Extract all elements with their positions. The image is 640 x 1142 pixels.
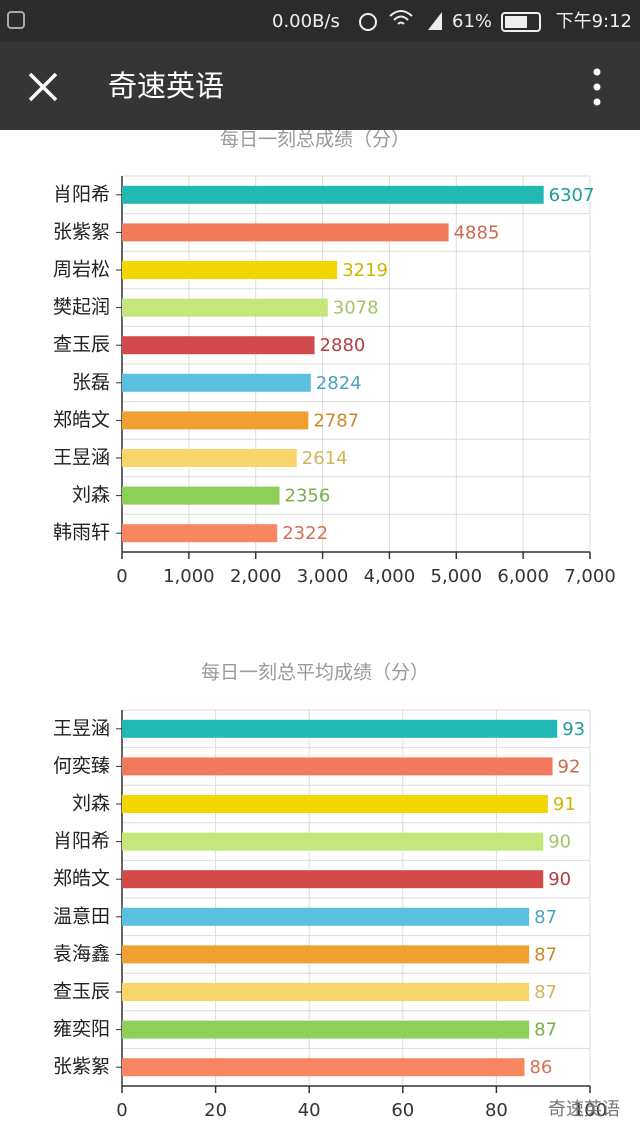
y-tick-label: 郑皓文 (53, 409, 110, 431)
bar (122, 336, 315, 355)
bar (122, 757, 553, 776)
value-label: 87 (534, 982, 557, 1003)
value-label: 86 (529, 1057, 552, 1078)
bar (122, 411, 309, 430)
y-tick-label: 肖阳希 (53, 830, 110, 852)
y-tick-label: 郑皓文 (53, 868, 110, 890)
chart-title: 每日一刻总成绩（分） (220, 129, 410, 151)
close-button[interactable] (28, 72, 58, 102)
x-tick-label: 1,000 (163, 566, 215, 587)
x-tick-label: 100 (573, 1100, 607, 1121)
signal-icon (428, 12, 442, 30)
battery-icon (501, 12, 541, 32)
bar (122, 832, 544, 851)
bar (122, 486, 280, 505)
value-label: 90 (548, 869, 571, 890)
x-tick-label: 20 (204, 1100, 227, 1121)
x-tick-label: 40 (298, 1100, 321, 1121)
bar (122, 261, 338, 279)
value-label: 2880 (320, 335, 366, 356)
bar (122, 524, 278, 543)
bar (122, 373, 311, 392)
y-tick-label: 查玉辰 (53, 334, 110, 356)
y-tick-label: 刘森 (72, 793, 110, 815)
x-tick-label: 60 (391, 1100, 414, 1121)
y-tick-label: 张紫絮 (53, 1056, 110, 1078)
bar (122, 907, 530, 926)
y-tick-label: 周岩松 (53, 259, 110, 281)
bar (122, 719, 558, 738)
y-tick-label: 袁海鑫 (53, 943, 110, 965)
value-label: 87 (534, 1020, 557, 1041)
x-tick-label: 5,000 (431, 566, 483, 587)
bar (122, 223, 449, 242)
notification-icon (7, 11, 25, 29)
alarm-icon (359, 13, 377, 31)
x-tick-label: 3,000 (297, 566, 349, 587)
x-tick-label: 4,000 (364, 566, 416, 587)
bar (122, 1058, 525, 1077)
battery-percent: 61% (452, 11, 492, 32)
value-label: 92 (558, 756, 581, 777)
bar (122, 870, 544, 889)
x-tick-label: 0 (116, 566, 127, 587)
y-tick-label: 查玉辰 (53, 981, 110, 1003)
app-bar (0, 42, 640, 130)
bar (122, 1020, 530, 1039)
value-label: 6307 (549, 185, 595, 206)
y-tick-label: 王昱涵 (53, 717, 110, 739)
x-tick-label: 2,000 (230, 566, 282, 587)
y-tick-label: 张磊 (72, 371, 110, 393)
x-tick-label: 7,000 (564, 566, 616, 587)
bar (122, 298, 328, 317)
watermark: 奇速英语 (548, 1099, 620, 1120)
bar (122, 185, 544, 204)
chart-title: 每日一刻总平均成绩（分） (201, 662, 429, 684)
y-tick-label: 何奕臻 (53, 755, 110, 777)
y-tick-label: 王昱涵 (53, 447, 110, 469)
wifi-icon (389, 10, 413, 25)
charts: 每日一刻总成绩（分） 0 1,000 2,000 3,000 4,000 5,000 6,00… (53, 129, 616, 1122)
value-label: 87 (534, 944, 557, 965)
x-tick-label: 6,000 (497, 566, 549, 587)
value-label: 2787 (313, 410, 359, 431)
y-tick-label: 樊起润 (53, 296, 110, 318)
y-tick-label: 雍奕阳 (53, 1018, 110, 1040)
bar (122, 795, 548, 813)
y-tick-label: 肖阳希 (53, 183, 110, 205)
menu-button[interactable] (593, 68, 601, 106)
status-bar (0, 0, 640, 42)
app-title: 奇速英语 (108, 69, 224, 103)
y-tick-label: 刘森 (72, 484, 110, 506)
clock: 下午9:12 (556, 11, 632, 32)
x-tick-label: 80 (485, 1100, 508, 1121)
value-label: 2614 (302, 448, 348, 469)
value-label: 2322 (282, 523, 328, 544)
value-label: 90 (548, 832, 571, 853)
value-label: 2356 (285, 486, 331, 507)
value-label: 4885 (454, 222, 500, 243)
x-tick-label: 0 (116, 1100, 127, 1121)
value-label: 3078 (333, 298, 379, 319)
bar (122, 449, 297, 467)
value-label: 3219 (342, 260, 388, 281)
value-label: 91 (553, 794, 576, 815)
y-tick-label: 张紫絮 (53, 221, 110, 243)
y-tick-label: 温意田 (53, 905, 110, 927)
bar (122, 945, 530, 964)
bar (122, 983, 530, 1001)
network-speed: 0.00B/s (272, 11, 340, 32)
y-tick-label: 韩雨轩 (53, 522, 110, 544)
value-label: 93 (562, 719, 585, 740)
value-label: 2824 (316, 373, 362, 394)
value-label: 87 (534, 907, 557, 928)
battery-level (505, 16, 527, 28)
